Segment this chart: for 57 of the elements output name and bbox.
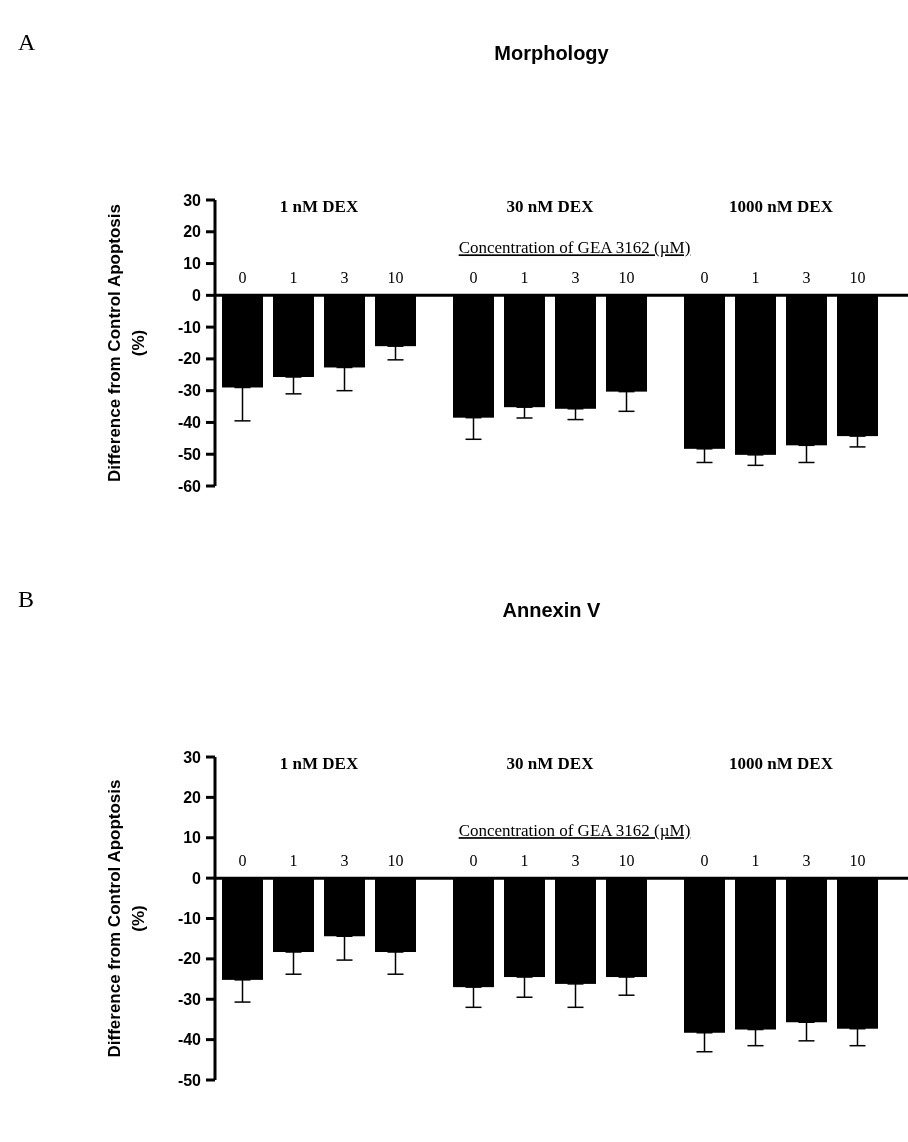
x-tick-label: 3 — [571, 852, 580, 870]
y-tick-label: -30 — [177, 990, 202, 1008]
y-tick-label: 10 — [183, 829, 202, 847]
text: A — [18, 29, 36, 55]
x-tick-label: 1 — [289, 852, 298, 870]
annotation: 1000 nM DEX — [729, 754, 834, 773]
text: B — [18, 586, 35, 612]
y-tick-label: -40 — [177, 414, 202, 432]
annotation: 30 nM DEX — [506, 754, 595, 773]
x-tick-label: 0 — [700, 269, 709, 287]
annotation: 1 nM DEX — [279, 754, 359, 773]
y-tick-label: -30 — [177, 382, 202, 400]
annotation: 1000 nM DEX — [729, 197, 834, 216]
y-tick-label: -60 — [177, 477, 202, 495]
y-tick-label: 30 — [183, 191, 202, 209]
y-tick-label: 0 — [192, 869, 202, 887]
y-axis-title: Difference from Control Apoptosis (%) — [105, 779, 148, 1058]
x-tick-label: 10 — [618, 269, 635, 287]
y-tick-label: -20 — [177, 350, 202, 368]
y-tick-label: -10 — [177, 910, 202, 928]
chart-title: Annexin V — [502, 599, 602, 621]
x-tick-label: 0 — [469, 269, 478, 287]
annotation: 30 nM DEX — [506, 197, 595, 216]
x-tick-label: 0 — [238, 852, 247, 870]
x-tick-label: 10 — [849, 269, 866, 287]
y-axis-title: Difference from Control Apoptosis (%) — [105, 204, 148, 482]
x-tick-label: 1 — [751, 269, 760, 287]
x-tick-label: 0 — [469, 852, 478, 870]
y-tick-label: 10 — [183, 255, 202, 273]
y-tick-label: -40 — [177, 1031, 202, 1049]
x-tick-label: 10 — [618, 852, 635, 870]
x-tick-label: 1 — [520, 269, 529, 287]
x-tick-label: 10 — [849, 852, 866, 870]
annotation: 1 nM DEX — [279, 197, 359, 216]
y-tick-label: 20 — [183, 223, 202, 241]
y-tick-label: 20 — [183, 788, 202, 806]
x-tick-label: 0 — [700, 852, 709, 870]
x-tick-label: 3 — [802, 852, 811, 870]
chart-title: Morphology — [494, 42, 610, 64]
y-tick-label: -50 — [177, 1071, 202, 1089]
x-tick-label: 3 — [340, 852, 349, 870]
y-tick-label: 30 — [183, 748, 202, 766]
x-tick-label: 1 — [520, 852, 529, 870]
x-tick-label: 1 — [289, 269, 298, 287]
y-tick-label: -20 — [177, 950, 202, 968]
x-tick-label: 3 — [571, 269, 580, 287]
y-tick-label: -10 — [177, 318, 202, 336]
x-tick-label: 0 — [238, 269, 247, 287]
x-axis-title: Concentration of GEA 3162 (µM) — [458, 821, 691, 841]
x-axis-title: Concentration of GEA 3162 (µM) — [458, 238, 691, 258]
x-tick-label: 3 — [802, 269, 811, 287]
x-tick-label: 10 — [387, 852, 404, 870]
y-tick-label: 0 — [192, 286, 202, 304]
y-tick-label: -50 — [177, 445, 202, 463]
x-tick-label: 1 — [751, 852, 760, 870]
x-tick-label: 3 — [340, 269, 349, 287]
x-tick-label: 10 — [387, 269, 404, 287]
